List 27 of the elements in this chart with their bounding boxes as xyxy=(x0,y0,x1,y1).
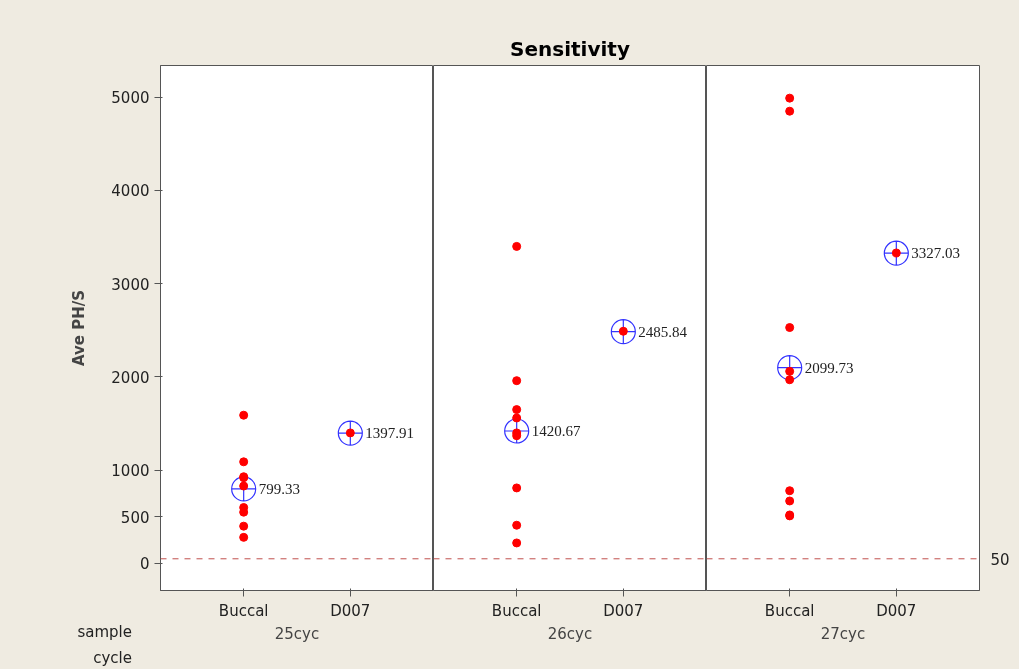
y-tick-label: 1000 xyxy=(111,462,150,481)
y-tick-label: 3000 xyxy=(111,275,150,294)
data-label: 2485.84 xyxy=(638,323,688,340)
data-label: 2099.73 xyxy=(804,359,854,376)
text: sample xyxy=(76,622,132,643)
y-tick-label: 4000 xyxy=(111,182,150,201)
x-axis-title: 26cyc xyxy=(547,624,593,643)
data-label: 1397.91 xyxy=(365,425,415,442)
x-tick-label: D007 xyxy=(603,601,644,620)
x-tick-label: D007 xyxy=(330,601,371,620)
data-label: 799.33 xyxy=(258,480,300,497)
x-tick-label: Buccal xyxy=(764,601,815,620)
y-tick-label: 2000 xyxy=(111,368,150,387)
x-tick-label: Buccal xyxy=(218,601,269,620)
x-axis-title: 25cyc xyxy=(274,624,320,643)
y-tick-label: 500 xyxy=(120,508,150,527)
data-label: 3327.03 xyxy=(911,245,961,262)
chart-title: Sensitivity xyxy=(510,36,630,61)
y-axis-title: Ave PH/S xyxy=(70,289,89,367)
x-tick-label: Buccal xyxy=(491,601,542,620)
text: cycle xyxy=(92,648,132,669)
y-tick-label: 0 xyxy=(139,555,150,574)
data-label: 1420.67 xyxy=(531,422,581,439)
x-tick-label: D007 xyxy=(876,601,917,620)
y-tick-label: 5000 xyxy=(111,89,150,108)
x-axis-title: 27cyc xyxy=(820,624,866,643)
ref-line-label: 50 xyxy=(990,550,1010,569)
